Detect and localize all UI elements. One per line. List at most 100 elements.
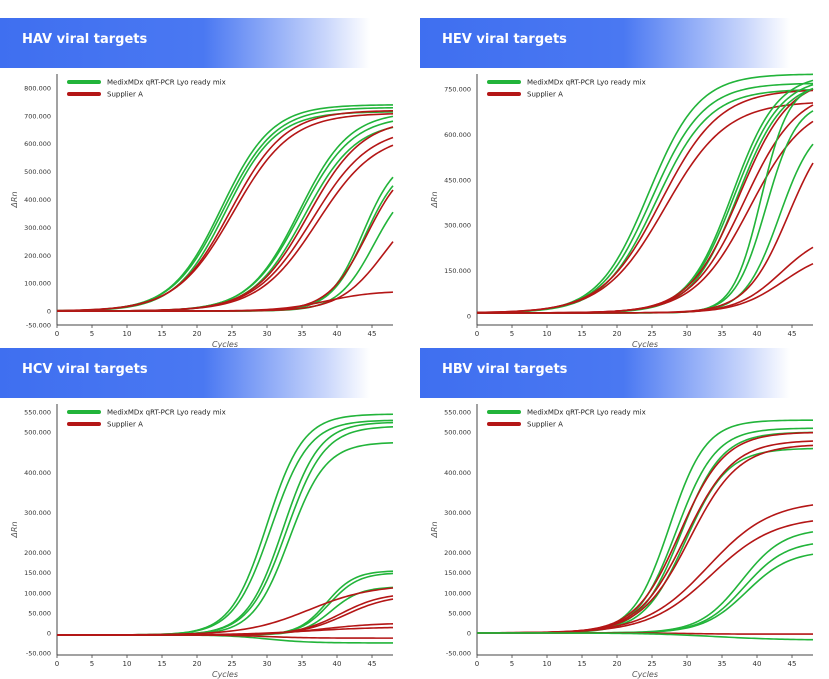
medix-amplification-curve	[57, 126, 394, 312]
y-tick-label: 100.000	[24, 589, 51, 597]
medix-amplification-curve	[56, 106, 394, 312]
y-tick-label: -50.000	[26, 322, 51, 330]
x-tick-label: 10	[543, 660, 552, 668]
supplier-amplification-curve	[56, 113, 394, 312]
legend-label: Supplier A	[527, 421, 563, 429]
medix-amplification-curve	[477, 79, 814, 314]
y-tick-label: 300.000	[444, 222, 471, 230]
hcv-title-banner: HCV viral targets	[0, 348, 370, 398]
y-tick-label: 500.000	[24, 168, 51, 176]
supplier-amplification-curve	[476, 102, 814, 314]
y-tick-label: -50.000	[446, 649, 471, 657]
hev-amplification-chart: 0 150.000 300.000 450.000 600.000 750.000 0 5 10…	[430, 73, 814, 349]
x-tick-label: 0	[475, 660, 479, 668]
supplier-amplification-curve	[56, 126, 394, 312]
x-axis-label: Cycles	[212, 340, 238, 349]
x-tick-label: 20	[613, 660, 622, 668]
x-tick-label: 30	[263, 330, 272, 338]
y-tick-label: 700.000	[24, 112, 51, 120]
medix-amplification-curve	[477, 632, 814, 641]
legend-label: MedixMDx qRT-PCR Lyo ready mix	[107, 409, 226, 417]
legend-label: MedixMDx qRT-PCR Lyo ready mix	[527, 409, 646, 417]
x-tick-label: 30	[683, 330, 692, 338]
supplier-amplification-curve	[57, 634, 393, 639]
y-tick-label: 300.000	[444, 509, 471, 517]
x-tick-label: 40	[333, 330, 342, 338]
y-tick-label: 400.000	[24, 469, 51, 477]
supplier-amplification-curve	[477, 104, 814, 314]
x-tick-label: 20	[613, 330, 622, 338]
medix-amplification-curve	[477, 83, 814, 314]
y-tick-label: 550.000	[444, 409, 471, 417]
legend-label: MedixMDx qRT-PCR Lyo ready mix	[107, 79, 226, 87]
hav-amplification-chart: -50.000 0 100.000 200.000 300.000 400.000 500.…	[10, 74, 394, 349]
medix-amplification-curve	[57, 442, 394, 636]
y-tick-label: -50.000	[26, 649, 51, 657]
y-axis-label: ΔRn	[430, 191, 439, 208]
y-tick-label: 50.000	[448, 609, 471, 617]
supplier-amplification-curve	[477, 162, 814, 314]
hcv-amplification-chart: -50.000 0 50.000 100.000 150.000 200.000 300.0…	[10, 404, 394, 679]
medix-amplification-curve	[476, 82, 814, 314]
y-tick-label: 50.000	[28, 609, 51, 617]
x-tick-label: 45	[368, 330, 377, 338]
medix-amplification-curve	[57, 570, 394, 636]
x-tick-label: 25	[648, 330, 657, 338]
x-tick-label: 45	[368, 660, 377, 668]
y-tick-label: 300.000	[24, 224, 51, 232]
supplier-amplification-curve	[57, 291, 394, 312]
x-tick-label: 0	[475, 330, 479, 338]
hav-title-banner: HAV viral targets	[0, 18, 370, 68]
supplier-amplification-curve	[57, 144, 394, 312]
x-tick-label: 15	[578, 330, 587, 338]
y-tick-label: 600.000	[444, 131, 471, 139]
x-tick-label: 5	[90, 660, 94, 668]
y-tick-label: 400.000	[444, 469, 471, 477]
x-tick-label: 45	[788, 660, 797, 668]
x-tick-label: 40	[333, 660, 342, 668]
x-tick-label: 15	[158, 330, 167, 338]
x-tick-label: 40	[753, 660, 762, 668]
x-tick-label: 20	[193, 660, 202, 668]
y-tick-label: 0	[467, 629, 471, 637]
y-tick-label: 300.000	[24, 509, 51, 517]
legend-label: Supplier A	[107, 421, 143, 429]
hbv-amplification-chart: -50.000 0 50.000 100.000 150.000 200.000 300.0…	[430, 404, 814, 679]
y-tick-label: 0	[47, 629, 51, 637]
hav-chart-title: HAV viral targets	[22, 32, 148, 47]
medix-amplification-curve	[57, 421, 394, 636]
x-tick-label: 10	[543, 330, 552, 338]
x-tick-label: 15	[578, 660, 587, 668]
y-tick-label: 100.000	[24, 280, 51, 288]
y-axis-label: ΔRn	[10, 191, 19, 208]
supplier-amplification-curve	[477, 262, 814, 314]
medix-amplification-curve	[57, 634, 393, 644]
y-tick-label: 600.000	[24, 140, 51, 148]
x-tick-label: 10	[123, 660, 132, 668]
x-tick-label: 30	[263, 660, 272, 668]
x-axis-label: Cycles	[632, 670, 658, 679]
supplier-amplification-curve	[57, 136, 394, 312]
hev-title-banner: HEV viral targets	[420, 18, 790, 68]
y-tick-label: 500.000	[444, 429, 471, 437]
x-tick-label: 25	[228, 660, 237, 668]
y-axis-label: ΔRn	[10, 521, 19, 538]
y-tick-label: 0	[47, 308, 51, 316]
x-axis-label: Cycles	[632, 340, 658, 349]
hbv-chart-title: HBV viral targets	[442, 362, 568, 377]
y-tick-label: 550.000	[24, 409, 51, 417]
y-tick-label: 0	[467, 312, 471, 320]
legend-label: Supplier A	[527, 91, 563, 99]
y-tick-label: 200.000	[444, 549, 471, 557]
x-tick-label: 0	[55, 330, 59, 338]
x-tick-label: 5	[510, 660, 514, 668]
y-tick-label: 450.000	[444, 176, 471, 184]
x-tick-label: 35	[298, 330, 307, 338]
hev-chart-title: HEV viral targets	[442, 32, 567, 47]
legend-label: MedixMDx qRT-PCR Lyo ready mix	[527, 79, 646, 87]
x-tick-label: 25	[648, 660, 657, 668]
x-tick-label: 30	[683, 660, 692, 668]
y-tick-label: 150.000	[24, 569, 51, 577]
x-tick-label: 35	[718, 660, 727, 668]
x-tick-label: 40	[753, 330, 762, 338]
